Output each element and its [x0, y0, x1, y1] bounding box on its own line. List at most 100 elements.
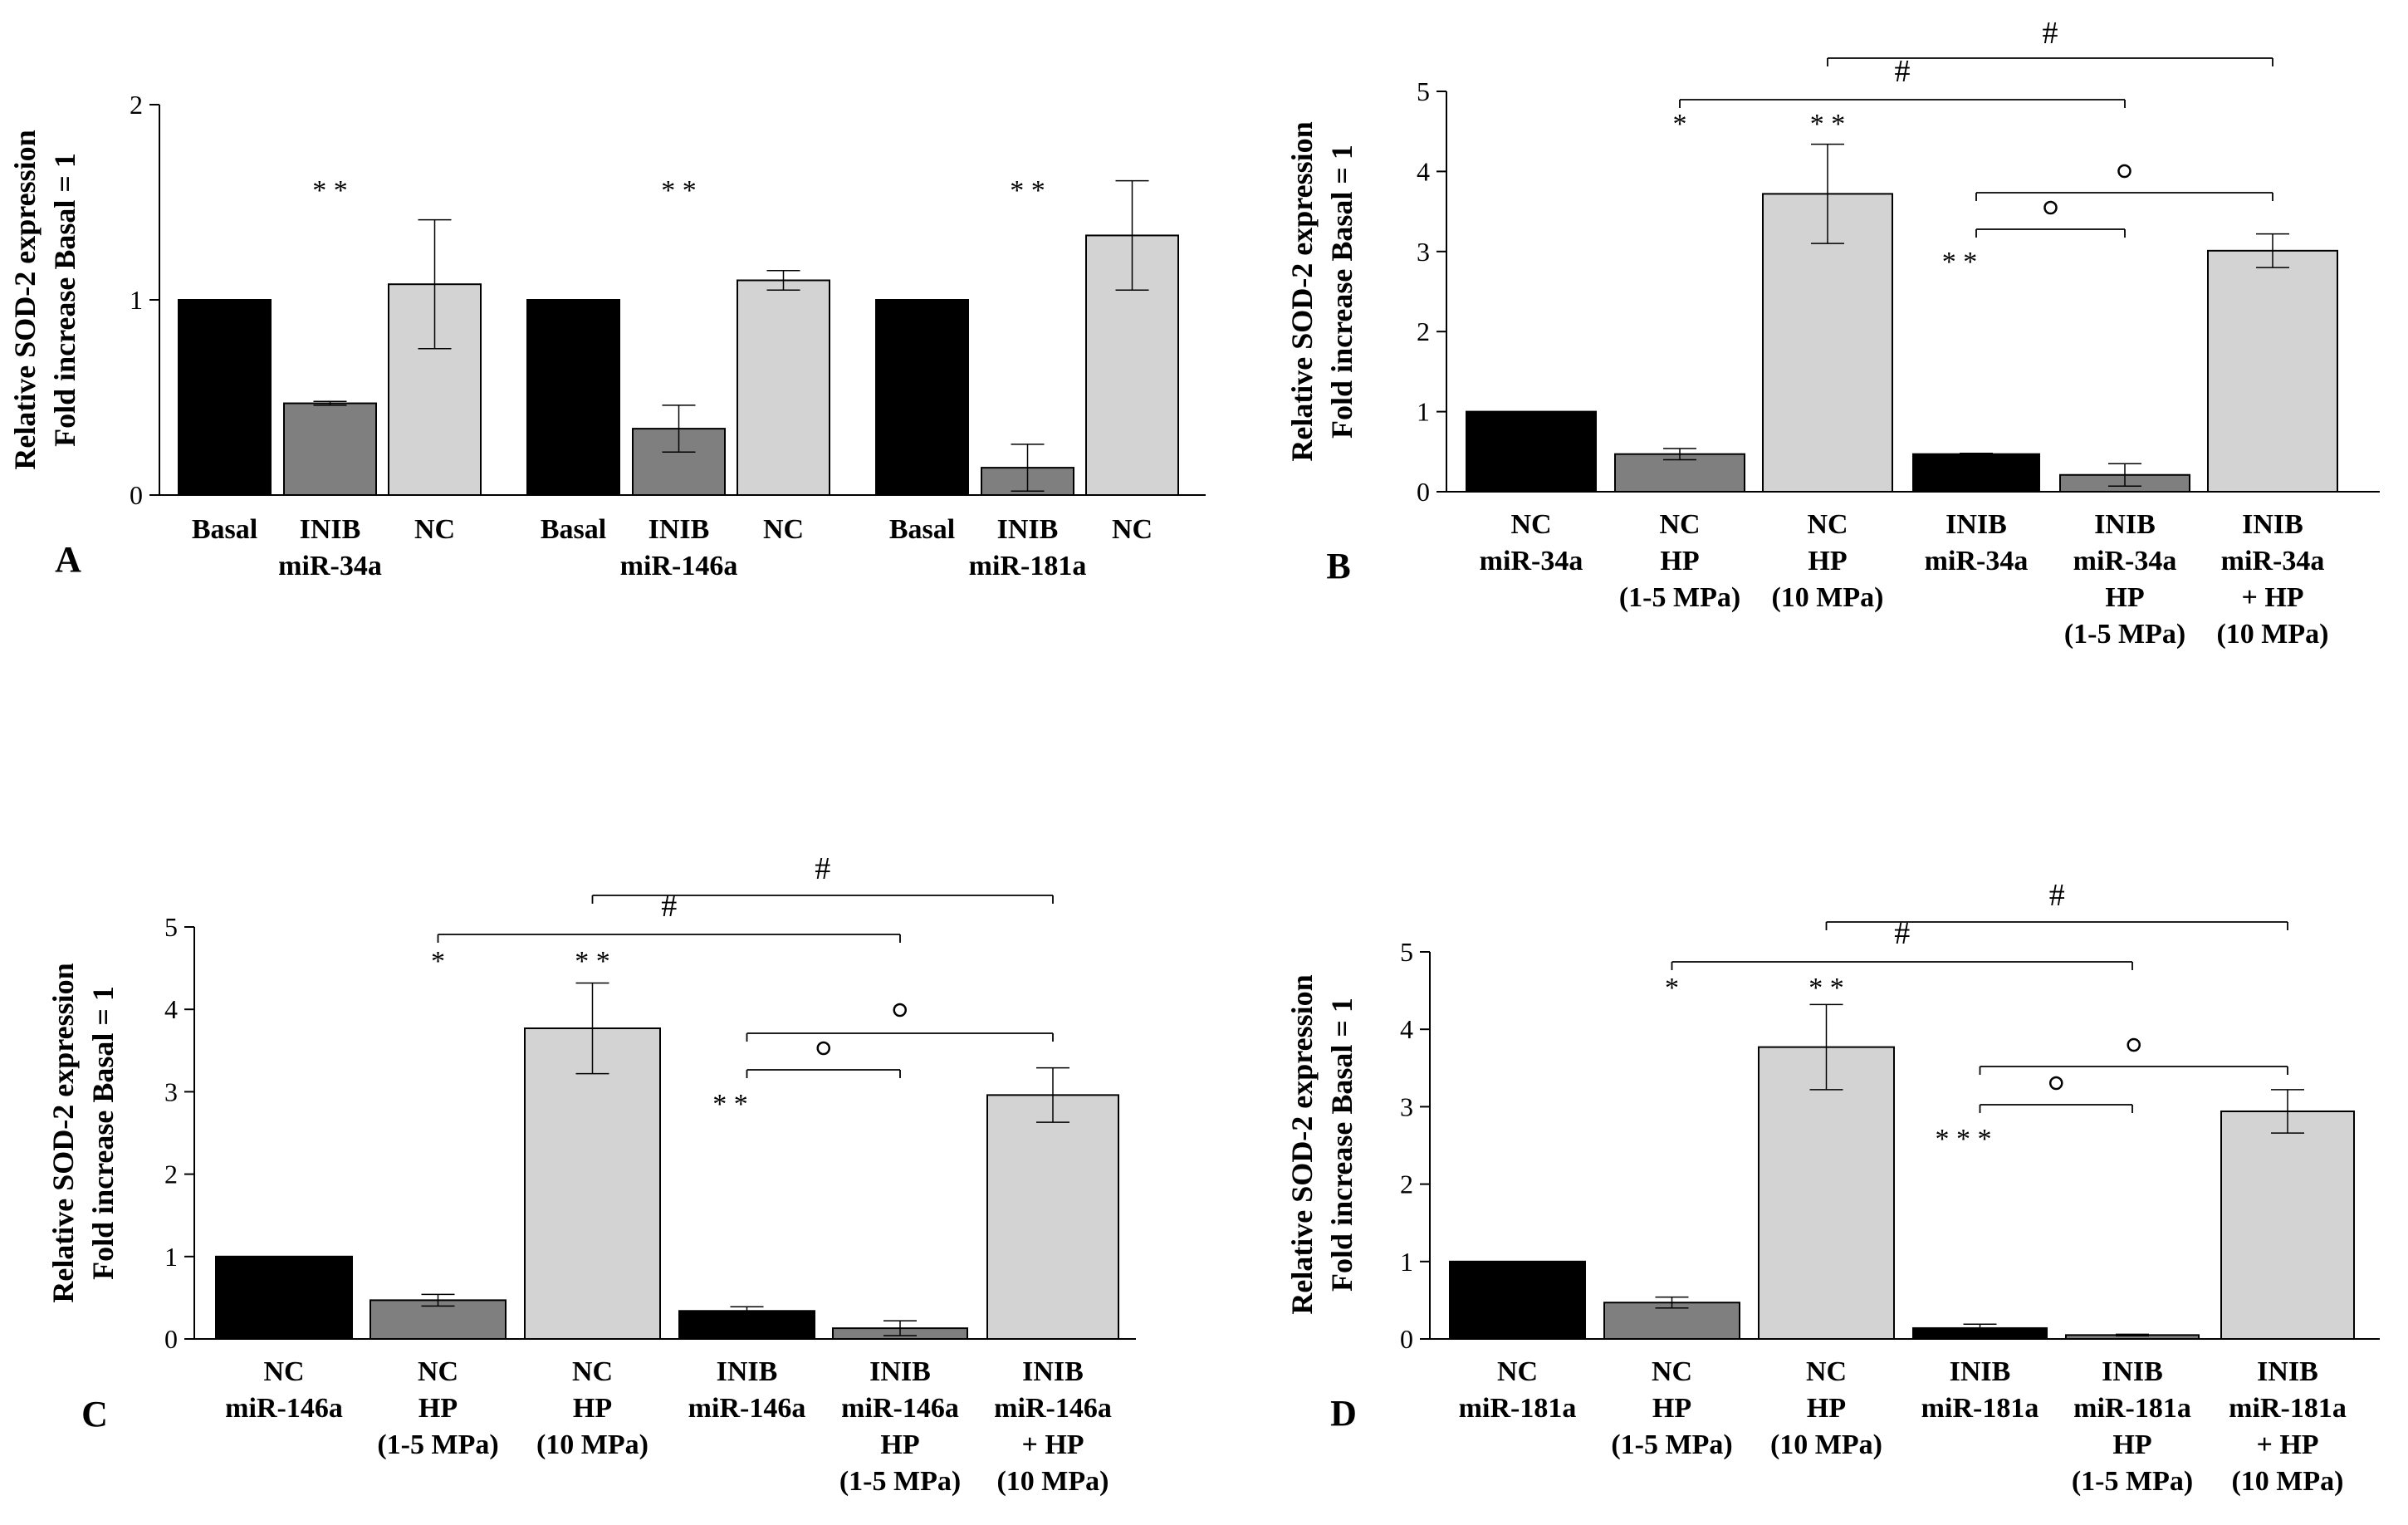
y-axis-label: Relative SOD-2 expression [46, 963, 80, 1302]
category-label: (1-5 MPa) [377, 1429, 498, 1460]
significance-marker: * * [1010, 175, 1045, 206]
category-label: HP [2112, 1429, 2151, 1460]
panel-letter: B [1326, 546, 1350, 586]
category-label: miR-146a [688, 1393, 806, 1424]
significance-hash-marker: # [1895, 54, 1911, 89]
category-label: miR-181a [2229, 1393, 2347, 1424]
significance-marker: * [1673, 109, 1687, 140]
category-label: miR-34a [278, 551, 382, 581]
significance-marker: * * [575, 946, 610, 977]
category-label: NC [763, 514, 804, 545]
category-label: HP [1652, 1393, 1691, 1424]
y-tick-label: 2 [1417, 316, 1430, 346]
category-label: miR-146a [225, 1393, 343, 1424]
y-tick-label: 5 [1400, 937, 1413, 967]
significance-marker: * [431, 946, 445, 977]
bar [1912, 453, 2040, 493]
category-label: NC [1659, 509, 1700, 540]
bar [1466, 410, 1597, 493]
significance-circle-marker [2117, 164, 2131, 179]
category-label: INIB [869, 1356, 931, 1387]
significance-circle-marker [2043, 200, 2058, 215]
category-label: (1-5 MPa) [1619, 582, 1740, 613]
category-label: NC [1806, 1356, 1847, 1387]
y-tick-label: 1 [164, 1242, 178, 1272]
panel-a-chart: 0 1 2 Relative SOD-2 expression Fold increas… [8, 90, 1206, 581]
panel-letter: D [1330, 1393, 1357, 1434]
category-label: miR-34a [1480, 546, 1583, 576]
significance-marker: * * [1808, 973, 1844, 1003]
significance-hash-marker: # [815, 851, 830, 886]
category-label: INIB [300, 514, 361, 545]
bar [2207, 249, 2338, 493]
significance-hash-marker: # [661, 889, 677, 924]
significance-hash-marker: # [2043, 16, 2058, 51]
category-label: INIB [1950, 1356, 2011, 1387]
category-label: miR-146a [994, 1393, 1112, 1424]
y-axis-label: Relative SOD-2 expression [1285, 121, 1319, 461]
bar [737, 279, 830, 496]
y-tick-label: 1 [1417, 397, 1430, 427]
category-label: HP [1808, 546, 1847, 576]
significance-marker: * * [661, 175, 697, 206]
bar [986, 1094, 1119, 1341]
category-label: HP [1807, 1393, 1846, 1424]
significance-marker: * * [1810, 109, 1846, 140]
category-label: INIB [2094, 509, 2156, 540]
category-label: NC [263, 1356, 304, 1387]
category-label: HP [418, 1393, 458, 1424]
category-label: (10 MPa) [2231, 1466, 2343, 1497]
bar [1758, 1046, 1895, 1340]
significance-circle-marker [893, 1003, 907, 1017]
panel-c-chart: 0 1 2 3 4 5 Relative SOD-2 expression Fold incr… [46, 851, 1136, 1497]
y-tick-label: 2 [164, 1160, 178, 1189]
category-label: miR-34a [2221, 546, 2325, 576]
category-label: NC [1497, 1356, 1538, 1387]
category-label: INIB [648, 514, 710, 545]
category-label: (1-5 MPa) [2064, 619, 2185, 650]
category-label: NC [1807, 509, 1848, 540]
category-label: + HP [1021, 1429, 1084, 1460]
category-label: HP [573, 1393, 612, 1424]
category-label: miR-181a [1921, 1393, 2039, 1424]
significance-marker: * * [1942, 247, 1978, 277]
category-label: INIB [2102, 1356, 2163, 1387]
category-label: NC [418, 1356, 458, 1387]
category-label: NC [1652, 1356, 1692, 1387]
bar [1449, 1260, 1586, 1341]
category-label: miR-181a [2073, 1393, 2191, 1424]
category-label: NC [1510, 509, 1551, 540]
bar [2220, 1110, 2355, 1340]
category-label: INIB [717, 1356, 778, 1387]
bar [370, 1299, 507, 1340]
y-axis-label: Fold increase Basal = 1 [86, 986, 120, 1280]
significance-circle-marker [2127, 1037, 2141, 1052]
significance-marker: * * [712, 1089, 748, 1120]
category-label: INIB [1022, 1356, 1084, 1387]
category-label: (1-5 MPa) [1611, 1429, 1732, 1460]
panel-letter: C [81, 1394, 108, 1434]
y-tick-label: 1 [130, 285, 143, 315]
category-label: miR-181a [1459, 1393, 1577, 1424]
y-tick-label: 3 [1417, 237, 1430, 267]
bar [875, 299, 969, 496]
category-label: HP [2105, 582, 2144, 613]
y-tick-label: 0 [1417, 477, 1430, 507]
y-tick-label: 1 [1400, 1247, 1413, 1277]
y-tick-label: 4 [164, 994, 178, 1024]
category-label: miR-34a [2073, 546, 2177, 576]
significance-marker: * * * [1936, 1124, 1992, 1155]
category-label: INIB [2257, 1356, 2318, 1387]
category-label: INIB [997, 514, 1059, 545]
category-label: HP [1660, 546, 1699, 576]
significance-hash-marker: # [1894, 916, 1910, 951]
category-label: (10 MPa) [1770, 1429, 1882, 1460]
category-label: + HP [2256, 1429, 2318, 1460]
y-tick-label: 5 [1417, 76, 1430, 106]
category-label: INIB [1945, 509, 2007, 540]
category-label: miR-146a [841, 1393, 959, 1424]
category-label: + HP [2241, 582, 2303, 613]
category-label: NC [572, 1356, 613, 1387]
category-label: (10 MPa) [1771, 582, 1883, 613]
